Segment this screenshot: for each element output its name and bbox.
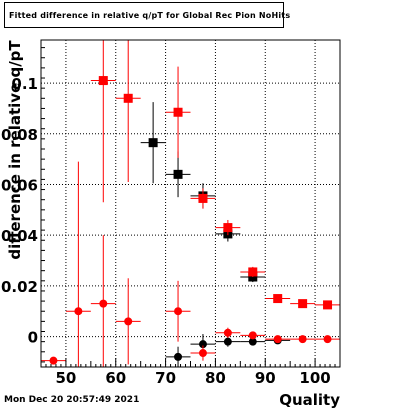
data-point-square — [173, 169, 183, 179]
y-tick-label: 0 — [28, 329, 38, 347]
chart-title: Fitted difference in relative q/pT for G… — [9, 10, 291, 20]
data-point-circle — [223, 337, 232, 346]
data-point-circle — [198, 349, 207, 358]
data-point-circle — [49, 356, 58, 365]
x-tick-label: 80 — [205, 369, 226, 387]
data-point-circle — [273, 335, 282, 344]
data-point-circle — [298, 335, 307, 344]
data-point-circle — [323, 335, 332, 344]
data-point-circle — [99, 299, 108, 308]
data-point-circle — [248, 331, 257, 340]
y-tick-label: 0.1 — [11, 75, 38, 93]
y-tick-label: 0.08 — [1, 126, 38, 144]
x-tick-label: 90 — [255, 369, 276, 387]
data-point-circle — [223, 328, 232, 337]
data-point-square — [323, 300, 333, 310]
x-tick-label: 100 — [299, 369, 330, 387]
data-point-circle — [198, 340, 207, 349]
data-point-circle — [174, 352, 183, 361]
plot-frame — [40, 39, 341, 368]
data-point-circle — [74, 307, 83, 316]
y-axis-label: difference in relative q/pT — [6, 40, 24, 260]
data-point-square — [148, 138, 158, 148]
data-point-square — [298, 299, 308, 309]
x-tick-label: 60 — [105, 369, 126, 387]
y-tick-label: 0.06 — [1, 176, 38, 194]
data-point-square — [123, 93, 133, 103]
data-point-square — [223, 223, 233, 233]
chart-title-box: Fitted difference in relative q/pT for G… — [4, 2, 290, 28]
data-point-square — [273, 294, 283, 304]
data-points — [41, 40, 340, 367]
x-tick-label: 70 — [155, 369, 176, 387]
y-tick-label: 0.02 — [1, 278, 38, 296]
data-point-square — [248, 267, 258, 277]
data-point-circle — [174, 307, 183, 316]
y-tick-label: 0.04 — [1, 227, 38, 245]
data-point-square — [173, 107, 183, 117]
data-point-square — [198, 193, 208, 203]
data-point-square — [98, 76, 108, 86]
data-point-circle — [248, 337, 257, 346]
x-axis-label: Quality — [279, 391, 340, 409]
timestamp: Mon Dec 20 20:57:49 2021 — [4, 395, 140, 405]
grid-lines — [41, 40, 340, 367]
x-tick-label: 50 — [55, 369, 76, 387]
data-point-circle — [124, 317, 133, 326]
axes: 50 60 70 80 90 100 0 0.02 0.04 0.06 0.08 0.1 — [1, 39, 341, 387]
